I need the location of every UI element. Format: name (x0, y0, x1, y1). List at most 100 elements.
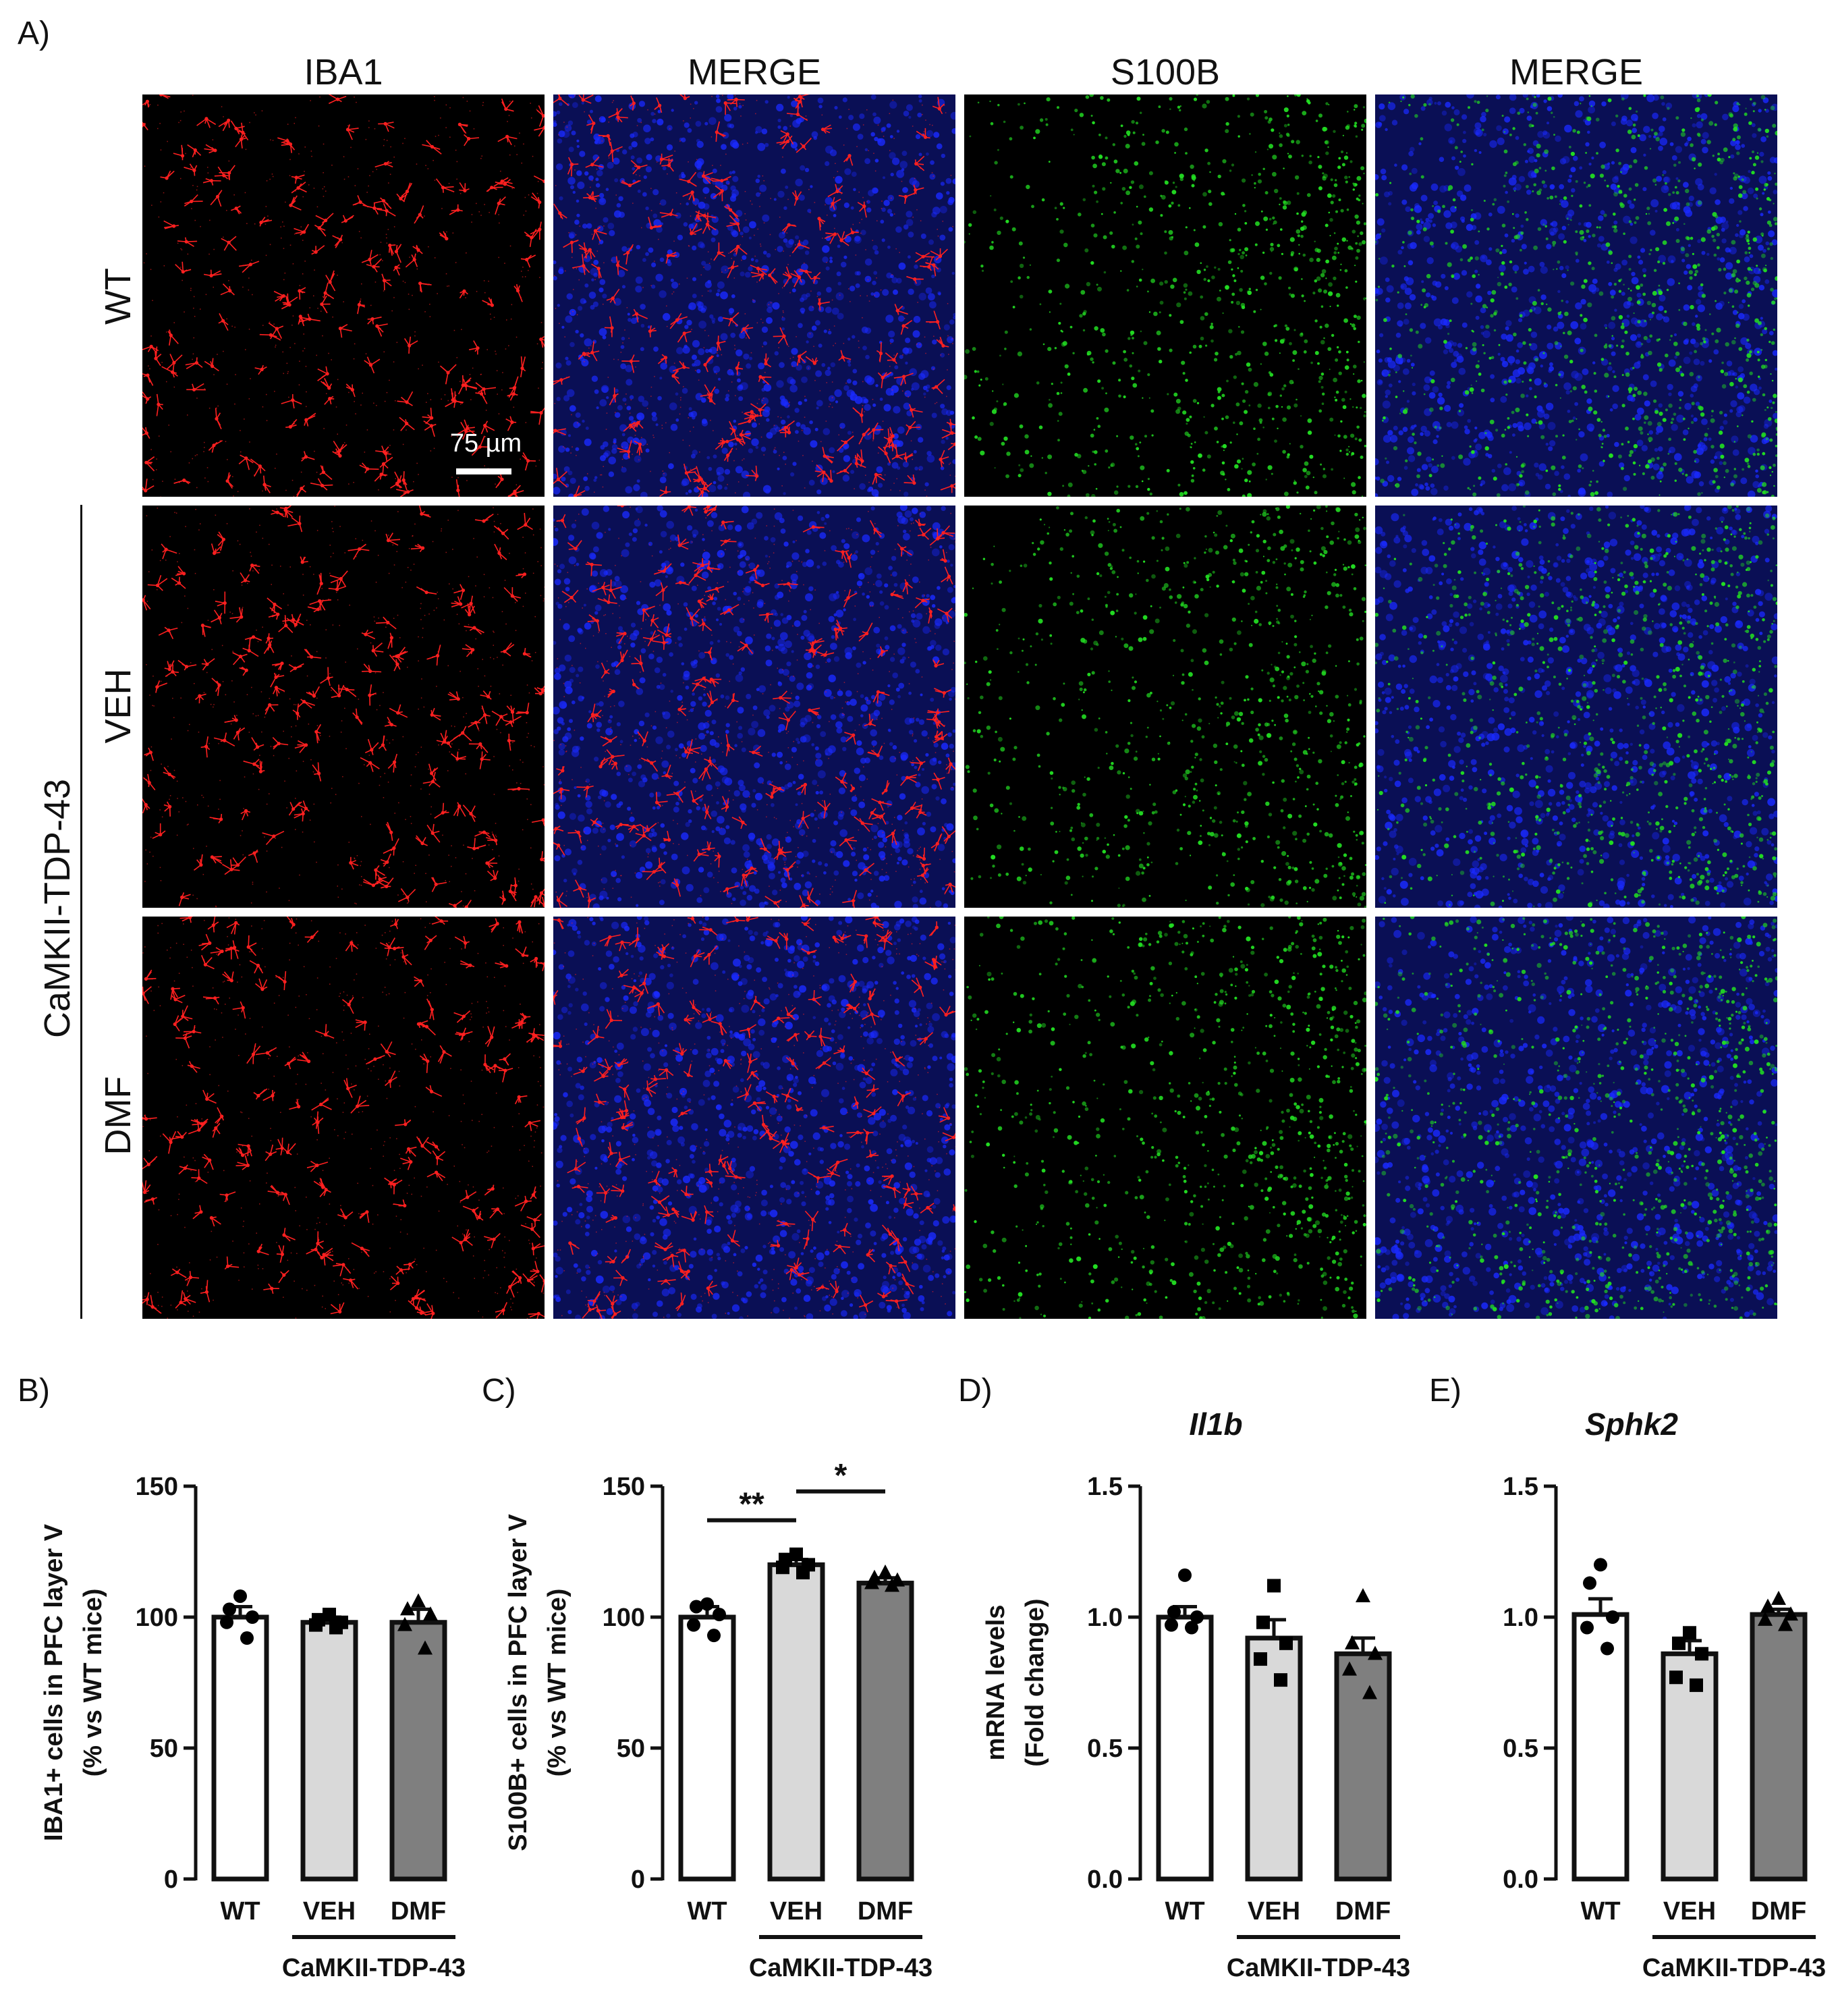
y-tick-label: 150 (136, 1473, 178, 1501)
y-tick-label: 0.0 (1503, 1865, 1538, 1894)
data-point-square (776, 1560, 789, 1575)
bar-veh (767, 1562, 825, 1882)
micrograph-texture (1375, 94, 1777, 497)
chart-panel-e: E) Sphk2 0.0 0.5 1.0 1.5 WT VEH DMF CaMKII-TDP-43 (1429, 1373, 1826, 1982)
data-point-triangle (1368, 1645, 1383, 1660)
data-point-circle (707, 1629, 721, 1643)
bar-veh (300, 1620, 358, 1882)
x-tick-label: VEH (303, 1897, 356, 1926)
panel-letter: C) (482, 1373, 516, 1409)
data-point-square (1683, 1626, 1696, 1640)
micrograph-texture (142, 917, 545, 1319)
data-point-triangle (411, 1593, 426, 1608)
data-point-triangle (885, 1577, 899, 1592)
data-point-triangle (397, 1616, 412, 1631)
panel-a-letter: A) (18, 16, 50, 51)
scale-bar (456, 468, 511, 474)
micrograph-wt-iba1 (142, 94, 545, 497)
bar-wt (1571, 1612, 1630, 1882)
micrograph-texture (553, 917, 955, 1319)
significance-label: ** (739, 1486, 764, 1522)
panel-letter: D) (958, 1373, 993, 1409)
micrograph-dmf-s100b (964, 917, 1366, 1319)
bar-wt (1156, 1614, 1214, 1882)
data-point-square (1690, 1678, 1703, 1692)
data-point-circle (1185, 1620, 1198, 1635)
data-point-square (1279, 1636, 1293, 1650)
chart-panel-b: B) 0 50 100 150 IBA1+ cells in PFC layer V (% … (18, 1373, 466, 1982)
y-tick-label: 1.5 (1087, 1473, 1123, 1501)
data-point-triangle (1758, 1611, 1773, 1626)
data-point-triangle (878, 1564, 893, 1579)
y-tick-label: 1.5 (1503, 1473, 1538, 1501)
chart-title: Il1b (1189, 1407, 1242, 1442)
y-axis-label: IBA1+ cells in PFC layer V (40, 1523, 68, 1841)
data-point-square (1672, 1636, 1686, 1650)
data-point-circle (690, 1600, 703, 1614)
y-tick-label: 0 (631, 1865, 645, 1894)
data-point-square (1267, 1579, 1281, 1593)
data-point-triangle (400, 1601, 415, 1616)
y-axis-label: mRNA levels (982, 1605, 1010, 1761)
y-tick-label: 0.0 (1087, 1865, 1123, 1894)
x-tick-label: VEH (770, 1897, 823, 1926)
data-point-square (1256, 1615, 1270, 1629)
micrograph-texture (142, 94, 545, 497)
data-point-circle (246, 1610, 259, 1624)
group-label: CaMKII-TDP-43 (282, 1954, 466, 1982)
x-tick-label: VEH (1663, 1897, 1716, 1926)
group-label: CaMKII-TDP-43 (1642, 1954, 1826, 1982)
data-point-circle (1190, 1610, 1204, 1624)
micrograph-dmf-merge-s100b (1375, 917, 1777, 1319)
y-tick-label: 1.0 (1087, 1604, 1123, 1632)
data-point-triangle (1778, 1616, 1793, 1631)
scale-bar-label: 75 µm (449, 429, 522, 458)
panel-letter: B) (18, 1373, 50, 1409)
data-point-circle (1594, 1558, 1607, 1572)
column-header-iba1: IBA1 (304, 52, 383, 92)
micrograph-texture (553, 94, 955, 497)
x-tick-label: DMF (1751, 1897, 1806, 1926)
data-point-square (309, 1618, 323, 1632)
data-point-square (789, 1547, 803, 1561)
micrograph-wt-s100b (964, 94, 1366, 497)
y-axis-label: (% vs WT mice) (79, 1589, 107, 1777)
bar-dmf (856, 1581, 914, 1882)
y-axis-label: (Fold change) (1021, 1598, 1049, 1766)
micrograph-texture (1375, 506, 1777, 908)
data-point-square (1274, 1673, 1287, 1687)
micrograph-veh-s100b (964, 506, 1366, 908)
y-axis-label: S100B+ cells in PFC layer V (504, 1514, 532, 1851)
data-point-circle (1583, 1576, 1596, 1590)
x-tick-label: WT (687, 1897, 727, 1926)
micrograph-texture (964, 506, 1366, 908)
group-label: CaMKII-TDP-43 (1227, 1954, 1410, 1982)
group-label: CaMKII-TDP-43 (749, 1954, 932, 1982)
y-tick-label: 0.5 (1503, 1735, 1538, 1763)
micrograph-texture (553, 506, 955, 908)
bar-wt (211, 1614, 269, 1882)
micrograph-wt-merge-s100b (1375, 94, 1777, 497)
column-header-merge-s100b: MERGE (1509, 52, 1644, 92)
chart-title: Sphk2 (1585, 1407, 1678, 1442)
x-tick-label: WT (1165, 1897, 1204, 1926)
data-point-square (323, 1608, 336, 1622)
micrograph-wt-merge-iba1 (553, 94, 955, 497)
data-point-square (1695, 1647, 1708, 1661)
data-point-circle (687, 1618, 700, 1632)
y-tick-label: 100 (136, 1604, 178, 1632)
micrograph-veh-iba1 (142, 506, 545, 908)
group-bracket-line (80, 505, 82, 1319)
data-point-circle (220, 1615, 233, 1629)
micrograph-texture (1375, 917, 1777, 1319)
bar-wt (678, 1614, 736, 1882)
y-tick-label: 50 (617, 1735, 645, 1763)
y-tick-label: 150 (603, 1473, 645, 1501)
data-point-triangle (1760, 1598, 1775, 1613)
micrograph-dmf-iba1 (142, 917, 545, 1319)
data-point-circle (1178, 1568, 1192, 1582)
x-tick-label: VEH (1248, 1897, 1300, 1926)
data-point-circle (700, 1597, 714, 1611)
data-point-triangle (1771, 1590, 1786, 1605)
